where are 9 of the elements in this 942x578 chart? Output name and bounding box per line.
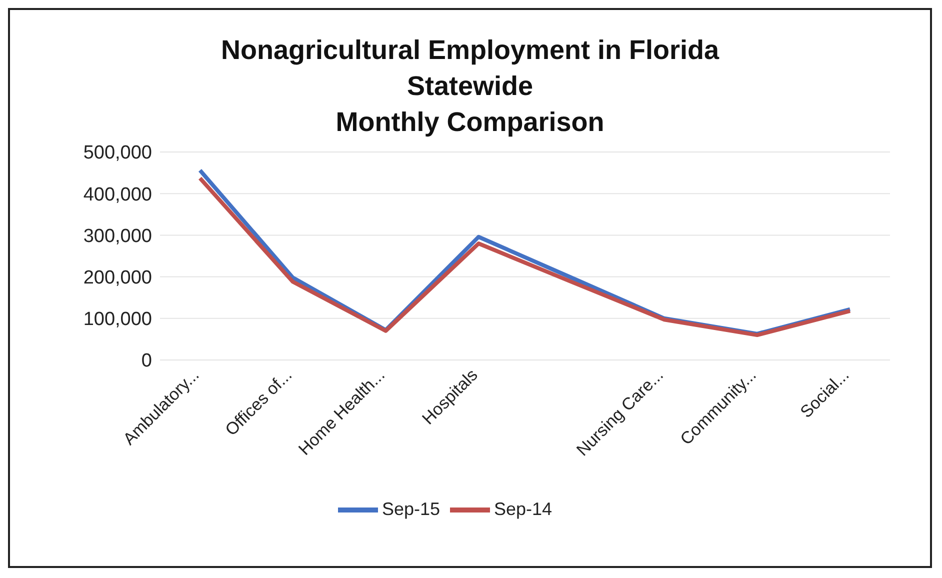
chart-title: Nonagricultural Employment in Florida Statewide Monthly Comparison [220, 34, 720, 139]
y-tick-label: 100,000 [83, 309, 152, 330]
y-tick-label: 300,000 [83, 226, 152, 247]
legend-label: Sep-15 [382, 498, 440, 519]
y-tick-label: 0 [141, 350, 152, 372]
y-tick-label: 200,000 [83, 268, 152, 289]
legend-label: Sep-14 [494, 498, 552, 519]
y-tick-label: 500,000 [83, 142, 152, 164]
y-tick-label: 400,000 [83, 184, 152, 206]
